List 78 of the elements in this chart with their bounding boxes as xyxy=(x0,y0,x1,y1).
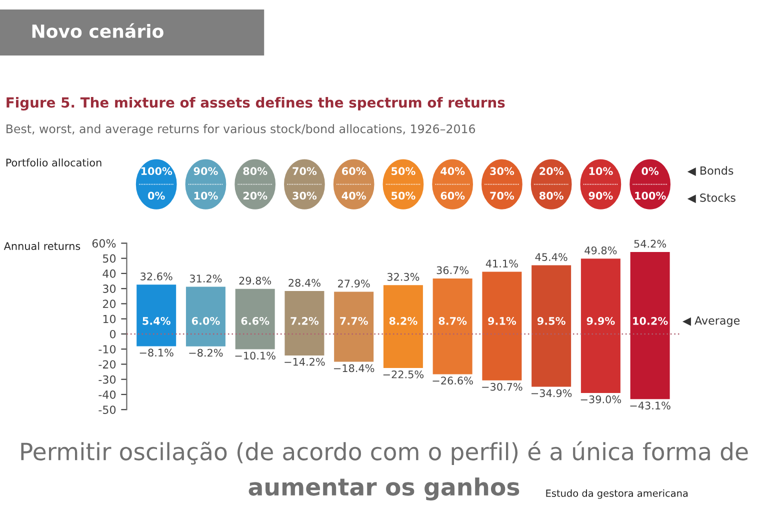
y-tick-label: 30 xyxy=(103,284,116,293)
bar xyxy=(235,288,275,350)
text: Estudo da gestora americana xyxy=(546,489,688,499)
annotation: 27.9% xyxy=(338,280,370,288)
annotation: 28.4% xyxy=(288,278,320,287)
annotation: 9.9% xyxy=(586,317,615,325)
annotation: 9.5% xyxy=(537,317,566,325)
text: Novo cenário xyxy=(32,23,164,38)
bar xyxy=(432,278,472,374)
annotation: −26.6% xyxy=(432,376,473,385)
category-label: 20% 80% xyxy=(539,167,564,200)
ref-line-label: ◀ Average xyxy=(682,316,740,327)
chart-subtitle: Best, worst, and average returns for various stock/bond allocations, 1926–2016 xyxy=(6,124,476,136)
annotation: 8.2% xyxy=(389,317,418,325)
annotation: 6.6% xyxy=(241,317,270,325)
bar xyxy=(532,265,572,387)
category-label: 10% 90% xyxy=(588,167,613,200)
bar xyxy=(482,272,522,380)
bar xyxy=(186,286,226,346)
annotation: 5.4% xyxy=(142,317,170,325)
annotation: −43.1% xyxy=(630,402,670,410)
bar xyxy=(630,252,670,400)
chart-title: Figure 5. The mixture of assets defines the spectrum of returns xyxy=(6,96,505,111)
annotation: 41.1% xyxy=(486,260,518,268)
y-tick-label: 0 xyxy=(110,330,116,338)
annotation: 29.8% xyxy=(239,276,272,285)
bar xyxy=(383,285,423,368)
annotation: −10.1% xyxy=(235,352,276,360)
category-label: 80% 20% xyxy=(243,167,268,200)
y-tick-label: -40 xyxy=(98,390,116,399)
annotation: −18.4% xyxy=(334,364,374,372)
y-tick-label: -30 xyxy=(98,375,116,384)
annotation: 8.7% xyxy=(438,317,467,325)
y-tick-label: 20 xyxy=(102,300,116,308)
category-label: 40% 60% xyxy=(440,167,465,200)
annotation: −22.5% xyxy=(383,370,424,378)
category-label: 100% 0% xyxy=(141,167,172,200)
y-tick-label: -50 xyxy=(98,406,116,414)
annotation: 7.7% xyxy=(340,317,368,325)
text: ◀ Stocks xyxy=(687,193,736,204)
text: Portfolio allocation xyxy=(6,158,102,167)
annotation: 31.2% xyxy=(190,274,222,282)
category-label: 60% 40% xyxy=(342,167,366,200)
annotation: 6.0% xyxy=(192,317,220,325)
annotation: 32.3% xyxy=(387,272,420,281)
y-axis-title: Annual returns xyxy=(4,242,80,250)
y-tick-label: -10 xyxy=(98,345,116,354)
bar xyxy=(136,284,176,346)
y-tick-label: -20 xyxy=(98,360,116,369)
annotation: 7.2% xyxy=(290,317,319,325)
category-label: 30% 70% xyxy=(490,167,514,200)
annotation: 49.8% xyxy=(584,246,617,254)
annotation: 10.2% xyxy=(633,317,668,325)
annotation: −8.2% xyxy=(189,348,223,357)
annotation: −8.1% xyxy=(140,348,174,357)
category-label: 0% 100% xyxy=(635,167,666,200)
text: ◀ Bonds xyxy=(687,166,734,176)
y-tick-label: 10 xyxy=(103,314,116,324)
y-tick-label: 50 xyxy=(103,254,116,263)
y-tick-label: 40 xyxy=(102,269,116,278)
text: Permitir oscilação (de acordo com o perfil) é a única forma de xyxy=(21,441,748,466)
bar xyxy=(580,258,620,393)
annotation: 45.4% xyxy=(535,253,568,261)
annotation: 36.7% xyxy=(436,266,469,274)
category-label: 70% 30% xyxy=(292,167,317,200)
annotation: 9.1% xyxy=(488,317,516,325)
category-label: 90% 10% xyxy=(194,167,218,200)
annotation: 32.6% xyxy=(140,272,172,280)
annotation: −30.7% xyxy=(482,382,522,391)
category-label: 50% 50% xyxy=(392,167,416,200)
bar xyxy=(284,291,324,356)
annotation: 54.2% xyxy=(634,240,666,248)
y-tick-label: 60% xyxy=(92,239,116,248)
bar xyxy=(334,292,374,362)
annotation: −34.9% xyxy=(532,389,572,398)
annotation: −14.2% xyxy=(284,358,325,366)
text: aumentar os ganhos xyxy=(248,477,520,500)
annotation: −39.0% xyxy=(580,395,622,404)
